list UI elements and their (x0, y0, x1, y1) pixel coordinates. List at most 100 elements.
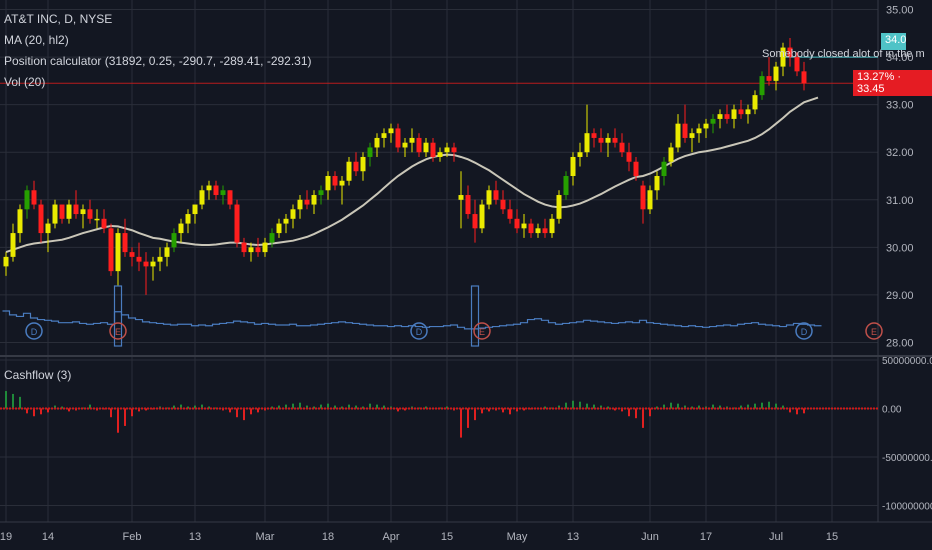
candle-body (668, 147, 674, 162)
candle-body (234, 204, 240, 243)
candle-body (710, 118, 716, 124)
cashflow-bar (663, 404, 665, 409)
cashflow-bar (33, 408, 35, 417)
candle-body (766, 76, 772, 81)
price-badge-cyan: 34.00 (881, 33, 906, 50)
cashflow-axis-tick: -50000000.00 (882, 453, 932, 464)
candle-body (269, 233, 275, 243)
candle-body (535, 228, 541, 234)
time-axis-tick: 18 (322, 531, 334, 543)
price-badge-red: 13.27% · 33.45 (853, 70, 932, 96)
cashflow-bar (299, 402, 301, 409)
cashflow-legend: Cashflow (3) (4, 368, 72, 382)
cashflow-bar (68, 408, 70, 412)
candle-body (591, 133, 597, 138)
event-marker-label: D (31, 327, 38, 337)
candle-body (45, 223, 51, 234)
cashflow-axis-tick: 50000000.00 (882, 356, 932, 367)
candle-body (136, 256, 142, 262)
candle-body (80, 209, 86, 215)
candle-body (395, 128, 401, 148)
candle-body (458, 195, 464, 200)
candle-body (115, 233, 121, 272)
time-axis-tick: 15 (441, 531, 453, 543)
candle-body (185, 214, 191, 224)
time-axis-tick: 15 (826, 531, 838, 543)
cashflow-bar (579, 401, 581, 409)
cashflow-bar (292, 403, 294, 409)
candle-body (10, 233, 16, 257)
cashflow-bar (754, 403, 756, 409)
candle-body (178, 223, 184, 234)
cashflow-bar (747, 404, 749, 409)
candle-body (759, 76, 765, 96)
cashflow-bar (285, 404, 287, 409)
candle-body (199, 190, 205, 205)
time-axis-tick: Mar (256, 531, 275, 543)
cashflow-bar (383, 405, 385, 409)
time-axis-tick: Apr (382, 531, 399, 543)
candle-body (52, 204, 58, 224)
candle-body (514, 218, 520, 229)
event-marker-label: E (115, 327, 121, 337)
event-marker-label: D (416, 327, 423, 337)
candle-body (423, 142, 429, 153)
cashflow-bar (376, 404, 378, 409)
candle-body (353, 161, 359, 172)
price-axis-tick: 31.00 (886, 195, 914, 207)
candle-body (577, 152, 583, 157)
candle-body (241, 242, 247, 253)
candle-body (731, 109, 737, 119)
candle-body (556, 195, 562, 219)
cashflow-bar (649, 408, 651, 417)
candle-body (318, 190, 324, 196)
cashflow-bar (229, 408, 231, 413)
candle-body (262, 242, 268, 253)
candle-body (171, 233, 177, 248)
cashflow-bar (124, 408, 126, 426)
moving-average-line (5, 96, 819, 254)
candle-body (801, 71, 807, 84)
candle-body (66, 204, 72, 219)
candle-body (570, 156, 576, 176)
cashflow-bar (719, 405, 721, 409)
candle-body (528, 223, 534, 234)
cashflow-bar (348, 404, 350, 409)
candle-body (472, 214, 478, 229)
candle-body (17, 209, 23, 234)
event-marker-label: E (479, 327, 485, 337)
candle-body (283, 218, 289, 224)
cashflow-bar (712, 404, 714, 409)
candle-body (738, 109, 744, 115)
price-axis-tick: 35.00 (886, 5, 914, 17)
cashflow-bar (782, 405, 784, 409)
candle-body (549, 218, 555, 234)
cashflow-bar (12, 393, 14, 409)
candle-body (500, 199, 506, 210)
price-axis-tick: 34.00 (886, 52, 914, 64)
cashflow-bar (236, 408, 238, 418)
candle-body (542, 228, 548, 234)
candle-body (682, 123, 688, 138)
cashflow-bar (320, 404, 322, 409)
candle-body (409, 137, 415, 143)
candle-body (192, 204, 198, 215)
cashflow-bar (334, 405, 336, 409)
cashflow-bar (803, 408, 805, 414)
time-axis-tick: 17 (700, 531, 712, 543)
cashflow-bar (355, 405, 357, 409)
cashflow-bar (201, 404, 203, 409)
candle-body (367, 147, 373, 157)
cashflow-bar (194, 405, 196, 409)
candle-body (255, 247, 261, 253)
candle-body (87, 209, 93, 219)
ma-legend: MA (20, hl2) (4, 33, 69, 47)
candle-body (507, 209, 513, 219)
cashflow-bar (635, 408, 637, 419)
cashflow-bar (110, 408, 112, 418)
cashflow-axis-tick: 0.00 (882, 404, 902, 415)
time-axis-tick: 19 (0, 531, 12, 543)
candle-body (360, 156, 366, 172)
candle-body (724, 114, 730, 119)
cashflow-bar (488, 408, 490, 412)
